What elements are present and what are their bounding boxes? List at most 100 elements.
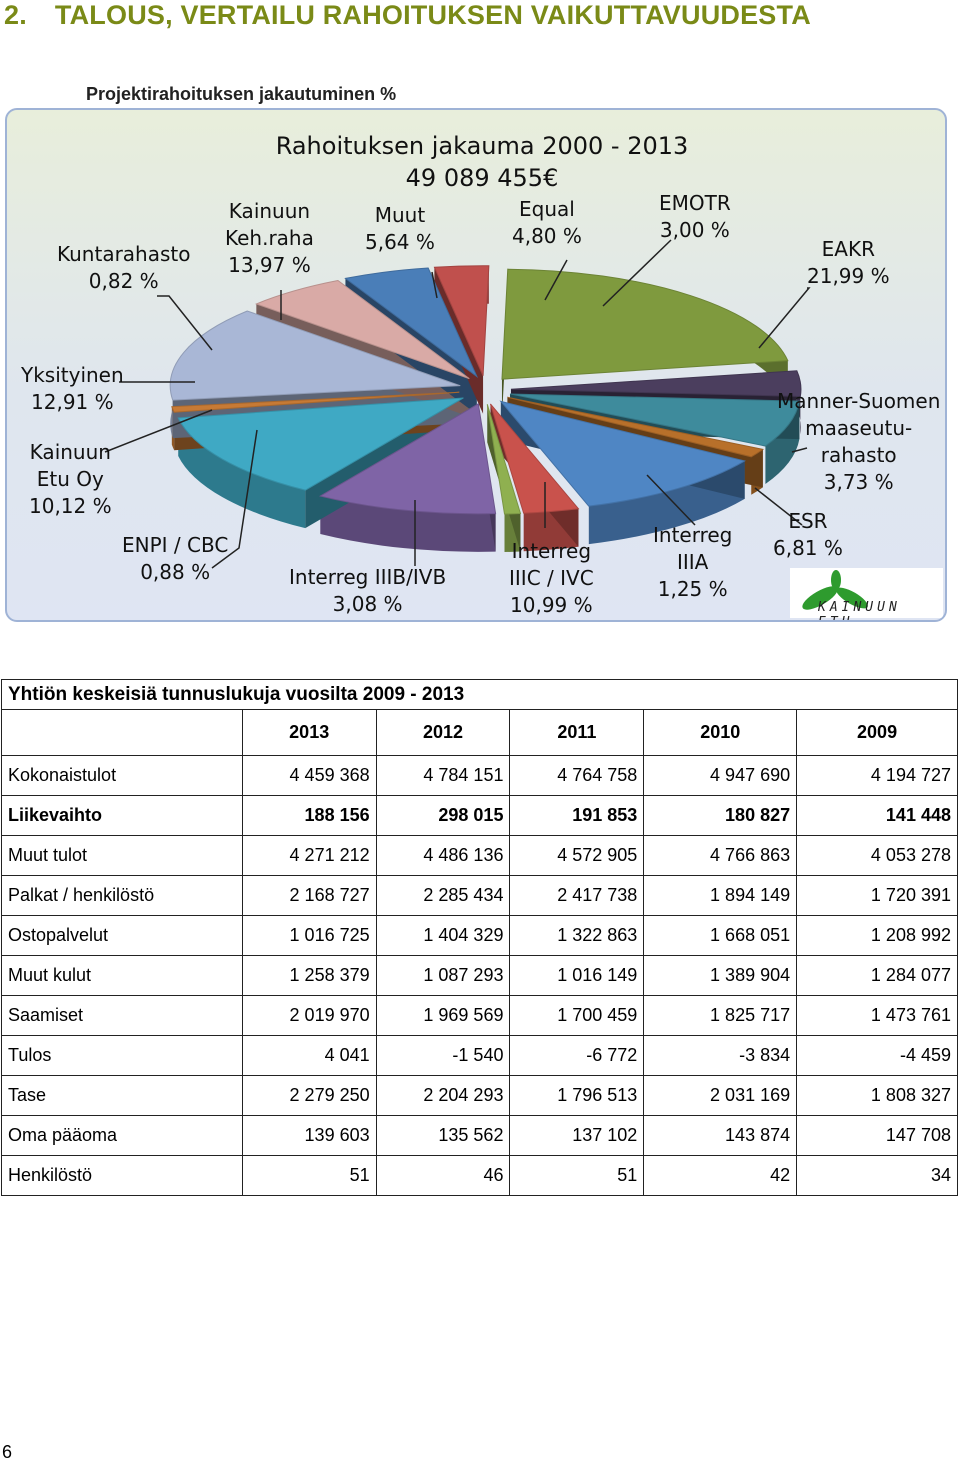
logo-text: KAINUUN ETU xyxy=(818,600,901,620)
table-cell: 1 208 992 xyxy=(796,915,958,956)
leader-line xyxy=(646,474,696,526)
table-cell: 1 404 329 xyxy=(375,915,511,956)
table-row: Kokonaistulot 4 459 368 4 784 151 4 764 758… xyxy=(1,755,958,796)
row-label: Tase xyxy=(1,1075,243,1116)
header-blank xyxy=(1,709,243,756)
label-esr: ESR 6,81 % xyxy=(773,509,843,560)
pie-slice-manner xyxy=(510,370,802,397)
chart-title: Rahoituksen jakauma 2000 - 2013 xyxy=(275,132,689,160)
key-figures-table: Yhtiön keskeisiä tunnuslukuja vuosilta 2… xyxy=(1,679,958,1196)
row-label: Liikevaihto xyxy=(1,795,243,836)
table-row: Ostopalvelut 1 016 725 1 404 329 1 322 863 1… xyxy=(1,915,958,956)
table-cell: 1 720 391 xyxy=(796,875,958,916)
table-cell: 2 031 169 xyxy=(643,1075,798,1116)
table-cell: -3 834 xyxy=(643,1035,798,1076)
table-cell: 298 015 xyxy=(375,795,511,836)
row-label: Palkat / henkilöstö xyxy=(1,875,243,916)
row-label: Oma pääoma xyxy=(1,1115,243,1156)
header-year: 2009 xyxy=(796,709,958,756)
pie-slice-enpi xyxy=(486,404,522,515)
table-cell: 1 825 717 xyxy=(643,995,798,1036)
table-cell: -4 459 xyxy=(796,1035,958,1076)
pie-slice-equal xyxy=(344,267,479,378)
table-cell: 1 322 863 xyxy=(509,915,645,956)
pie-slice-eakr xyxy=(501,268,789,380)
table-cell: 51 xyxy=(241,1155,377,1196)
table-row: Muut tulot 4 271 212 4 486 136 4 572 905 4 7… xyxy=(1,835,958,876)
leader-line xyxy=(758,287,811,349)
label-equal: Equal 4,80 % xyxy=(512,197,582,248)
table-cell: -6 772 xyxy=(509,1035,645,1076)
pie-slice-esr xyxy=(509,393,800,447)
pie-slice-side xyxy=(320,496,496,552)
label-yksityinen: Yksityinen 12,91 % xyxy=(21,363,124,414)
table-cell: 188 156 xyxy=(241,795,377,836)
label-etu-oy: Kainuun Etu Oy 10,12 % xyxy=(29,440,112,518)
table-cell: 141 448 xyxy=(796,795,958,836)
pie-slice-emotr xyxy=(433,265,490,376)
header-year: 2011 xyxy=(509,709,645,756)
table-cell: 2 279 250 xyxy=(241,1075,377,1116)
leader-line xyxy=(754,487,803,526)
table-cell: 137 102 xyxy=(509,1115,645,1156)
table-cell: 4 486 136 xyxy=(375,835,511,876)
table-cell: 1 087 293 xyxy=(375,955,511,996)
chart-title-block: Rahoituksen jakauma 2000 - 2013 49 089 4… xyxy=(257,130,707,194)
table-cell: 2 204 293 xyxy=(375,1075,511,1116)
leaf-icon xyxy=(802,570,868,610)
table-cell: 147 708 xyxy=(796,1115,958,1156)
section-heading: 2. TALOUS, VERTAILU RAHOITUKSEN VAIKUTTAV… xyxy=(4,0,954,31)
pie-slice-etu_oy xyxy=(318,403,497,515)
pie-slice-muut xyxy=(254,279,470,380)
label-muut: Muut 5,64 % xyxy=(365,203,435,254)
table-cell: 4 947 690 xyxy=(643,755,798,796)
table-cell: 2 417 738 xyxy=(509,875,645,916)
row-label: Saamiset xyxy=(1,995,243,1036)
row-label: Henkilöstö xyxy=(1,1155,243,1196)
table-cell: 4 764 758 xyxy=(509,755,645,796)
table-cell: 4 041 xyxy=(241,1035,377,1076)
chart-subtitle: Projektirahoituksen jakautuminen % xyxy=(86,84,397,104)
table-header-row: 2013 2012 2011 2010 2009 xyxy=(1,709,958,756)
table-cell: 135 562 xyxy=(375,1115,511,1156)
table-cell: 46 xyxy=(375,1155,511,1196)
table-cell: 1 894 149 xyxy=(643,875,798,916)
table-cell: 143 874 xyxy=(643,1115,798,1156)
table-row: Oma pääoma 139 603 135 562 137 102 143 874 14… xyxy=(1,1115,958,1156)
pie-slice-kuntarahasto xyxy=(171,391,460,413)
pie-chart-panel: Rahoituksen jakauma 2000 - 2013 49 089 4… xyxy=(5,108,947,622)
table-cell: 1 700 459 xyxy=(509,995,645,1036)
table-cell: 2 019 970 xyxy=(241,995,377,1036)
table-cell: 1 668 051 xyxy=(643,915,798,956)
table-cell: 1 389 904 xyxy=(643,955,798,996)
label-eakr: EAKR 21,99 % xyxy=(807,237,890,288)
page-number: 6 xyxy=(2,1442,13,1462)
table-cell: 1 808 327 xyxy=(796,1075,958,1116)
pie-slice-side xyxy=(178,417,306,529)
table-cell: 180 827 xyxy=(643,795,798,836)
leader-line xyxy=(791,447,808,453)
leader-line xyxy=(431,271,438,299)
row-label: Muut kulut xyxy=(1,955,243,996)
kainuun-etu-logo: KAINUUN ETU xyxy=(790,568,943,620)
pie-chart xyxy=(104,239,811,569)
label-keh-raha: Kainuun Keh.raha 13,97 % xyxy=(225,199,314,277)
table-cell: -1 540 xyxy=(375,1035,511,1076)
table-cell: 2 168 727 xyxy=(241,875,377,916)
pie-slice-interreg_iiib xyxy=(489,403,580,514)
table-cell: 4 766 863 xyxy=(643,835,798,876)
section-number: 2. xyxy=(4,0,27,30)
label-interreg-iiia: Interreg IIIA 1,25 % xyxy=(653,523,733,601)
table-row: Muut kulut 1 258 379 1 087 293 1 016 149 1 3… xyxy=(1,955,958,996)
table-cell: 4 784 151 xyxy=(375,755,511,796)
table-caption: Yhtiön keskeisiä tunnuslukuja vuosilta 2… xyxy=(1,679,958,710)
chart-total: 49 089 455€ xyxy=(405,164,559,192)
leader-line xyxy=(544,259,568,301)
label-manner-suomen: Manner-Suomen maaseutu-rahasto 3,73 % xyxy=(777,389,941,494)
header-year: 2012 xyxy=(375,709,511,756)
row-label: Kokonaistulot xyxy=(1,755,243,796)
table-cell: 1 016 149 xyxy=(509,955,645,996)
section-title: TALOUS, VERTAILU RAHOITUKSEN VAIKUTTAVUU… xyxy=(54,0,811,30)
leader-line xyxy=(211,429,258,569)
header-year: 2010 xyxy=(643,709,798,756)
